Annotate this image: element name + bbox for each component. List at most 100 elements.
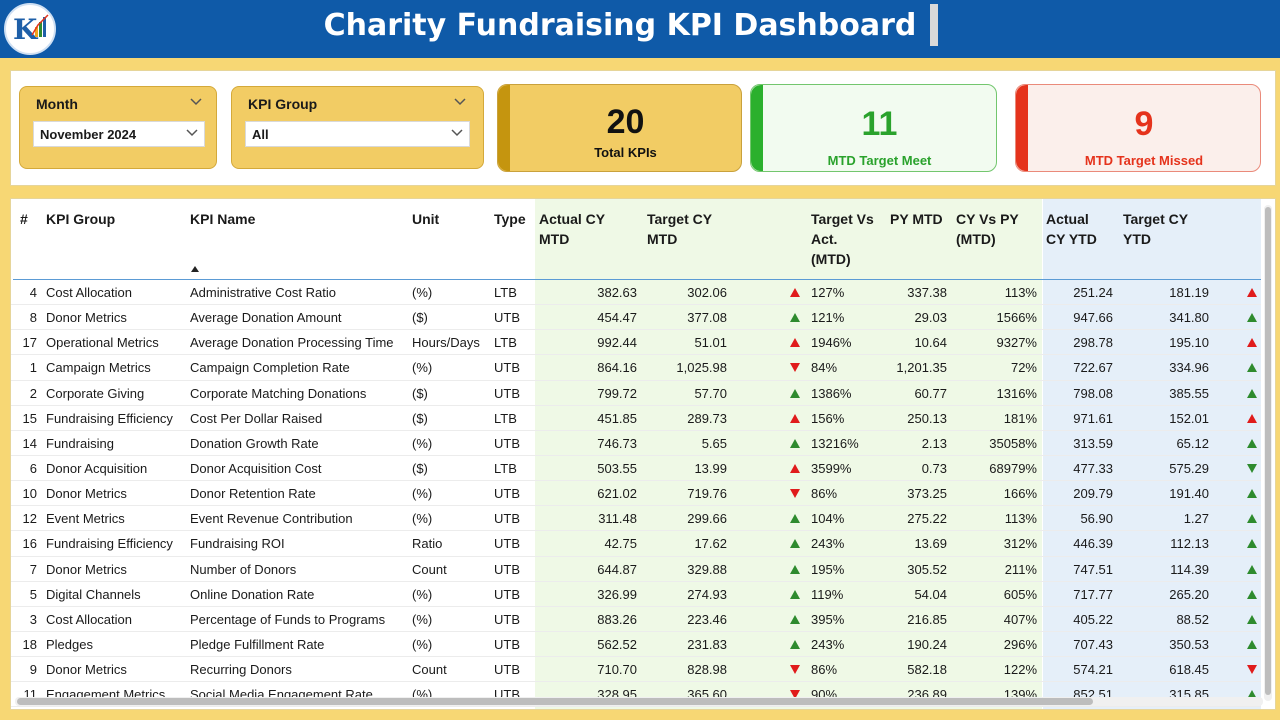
- col-header-target-mtd[interactable]: Target CY MTD: [647, 209, 712, 249]
- table-row[interactable]: 12 Event Metrics Event Revenue Contributio…: [11, 506, 1261, 532]
- triangle-up-icon: [790, 411, 800, 426]
- py-mtd-cell: 2.13: [921, 435, 947, 451]
- col-header-actual-ytd-line1: Actual: [1046, 211, 1089, 227]
- target-cy-mtd-cell: 274.93: [687, 586, 727, 602]
- cy-vs-py-cell: 122%: [1003, 662, 1037, 678]
- py-mtd-cell: 54.04: [914, 586, 947, 602]
- row-number: 9: [29, 662, 37, 678]
- table-row[interactable]: 2 Corporate Giving Corporate Matching Dona…: [11, 381, 1261, 406]
- col-header-actual-ytd[interactable]: Actual CY YTD: [1046, 209, 1097, 249]
- target-vs-act-cell: 395%: [811, 611, 845, 627]
- target-cy-ytd-cell: 1.27: [1183, 511, 1209, 527]
- table-row[interactable]: 8 Donor Metrics Average Donation Amount ($…: [11, 305, 1261, 331]
- sort-ascending-icon[interactable]: [191, 266, 199, 272]
- target-cy-mtd-cell: 13.99: [694, 460, 727, 476]
- card-accent: [1016, 85, 1028, 171]
- triangle-up-icon: [790, 511, 800, 526]
- table-row[interactable]: 7 Donor Metrics Number of Donors Count UTB 64…: [11, 557, 1261, 582]
- total-kpis-card: 20 Total KPIs: [497, 84, 742, 172]
- unit-cell: Count: [412, 561, 447, 577]
- col-header-group[interactable]: KPI Group: [46, 211, 116, 227]
- actual-cy-mtd-cell: 311.48: [598, 511, 637, 527]
- table-row[interactable]: 14 Fundraising Donation Growth Rate (%) UTB…: [11, 431, 1261, 456]
- triangle-up-icon: [790, 562, 800, 577]
- table-row[interactable]: 3 Cost Allocation Percentage of Funds to P…: [11, 607, 1261, 632]
- ytd-column-band: [1043, 199, 1261, 709]
- chevron-down-icon[interactable]: [454, 98, 466, 106]
- col-header-target-mtd-line2: MTD: [647, 231, 678, 247]
- cy-vs-py-cell: 407%: [1003, 611, 1037, 627]
- table-row[interactable]: 5 Digital Channels Online Donation Rate (%…: [11, 582, 1261, 607]
- actual-cy-mtd-cell: 326.99: [597, 586, 637, 602]
- actual-cy-ytd-cell: 446.39: [1073, 536, 1113, 552]
- card-accent: [751, 85, 763, 171]
- col-header-unit[interactable]: Unit: [412, 211, 440, 227]
- triangle-up-icon: [1247, 511, 1257, 526]
- cy-vs-py-cell: 181%: [1003, 410, 1037, 426]
- table-row[interactable]: 6 Donor Acquisition Donor Acquisition Cost…: [11, 456, 1261, 482]
- kpi-name-cell: Event Revenue Contribution: [190, 511, 353, 527]
- actual-cy-mtd-cell: 451.85: [597, 410, 637, 426]
- actual-cy-ytd-cell: 313.59: [1073, 435, 1113, 451]
- month-slicer[interactable]: Month November 2024: [19, 86, 217, 169]
- actual-cy-ytd-cell: 947.66: [1073, 310, 1113, 326]
- kpi-table: # KPI Group KPI Name Unit Type Actual CY…: [10, 198, 1276, 710]
- target-vs-act-cell: 84%: [811, 360, 838, 376]
- actual-cy-ytd-cell: 971.61: [1073, 410, 1113, 426]
- target-meet-card: 11 MTD Target Meet: [750, 84, 997, 172]
- table-row[interactable]: 16 Fundraising Efficiency Fundraising ROI R…: [11, 531, 1261, 557]
- kpi-group-cell: Campaign Metrics: [46, 360, 151, 376]
- dropdown-arrow-icon[interactable]: [186, 129, 198, 137]
- col-header-type[interactable]: Type: [494, 211, 526, 227]
- month-dropdown[interactable]: November 2024: [33, 121, 205, 147]
- horizontal-scroll-thumb[interactable]: [17, 698, 1093, 705]
- kpi-name-cell: Donor Acquisition Cost: [190, 460, 322, 476]
- target-meet-label: MTD Target Meet: [827, 153, 932, 168]
- col-header-py-mtd[interactable]: PY MTD: [890, 211, 943, 227]
- col-header-name[interactable]: KPI Name: [190, 211, 256, 227]
- horizontal-scrollbar[interactable]: [15, 697, 1263, 706]
- table-row[interactable]: 4 Cost Allocation Administrative Cost Rati…: [11, 280, 1261, 306]
- kpi-group-cell: Fundraising: [46, 435, 114, 451]
- col-header-cy-vs-py[interactable]: CY Vs PY (MTD): [956, 209, 1019, 249]
- actual-cy-mtd-cell: 710.70: [597, 662, 637, 678]
- kpi-group-dropdown[interactable]: All: [245, 121, 470, 147]
- cy-vs-py-cell: 113%: [1004, 285, 1037, 300]
- target-cy-mtd-cell: 51.01: [694, 335, 727, 351]
- py-mtd-cell: 305.52: [907, 561, 947, 577]
- unit-cell: (%): [412, 360, 433, 376]
- target-missed-value: 9: [1134, 105, 1154, 143]
- triangle-up-icon: [1247, 612, 1257, 627]
- dropdown-arrow-icon[interactable]: [451, 129, 463, 137]
- vertical-scroll-thumb[interactable]: [1265, 207, 1271, 695]
- actual-cy-mtd-cell: 621.02: [597, 486, 637, 502]
- table-row[interactable]: 18 Pledges Pledge Fulfillment Rate (%) UTB 5…: [11, 632, 1261, 658]
- col-header-target-vs-act[interactable]: Target Vs Act. (MTD): [811, 209, 874, 269]
- unit-cell: (%): [412, 486, 433, 502]
- table-row[interactable]: 10 Donor Metrics Donor Retention Rate (%) U…: [11, 481, 1261, 507]
- actual-cy-mtd-cell: 883.26: [597, 611, 637, 627]
- table-row[interactable]: 1 Campaign Metrics Campaign Completion Rat…: [11, 355, 1261, 381]
- py-mtd-cell: 0.73: [921, 460, 947, 476]
- table-row[interactable]: 17 Operational Metrics Average Donation Pr…: [11, 330, 1261, 356]
- col-header-target-ytd[interactable]: Target CY YTD: [1123, 209, 1188, 249]
- kpi-group-cell: Donor Metrics: [46, 310, 127, 326]
- kpi-name-cell: Cost Per Dollar Raised: [190, 410, 323, 426]
- type-cell: UTB: [494, 611, 520, 627]
- table-row[interactable]: 15 Fundraising Efficiency Cost Per Dollar …: [11, 406, 1261, 431]
- triangle-up-icon: [790, 335, 800, 350]
- chevron-down-icon[interactable]: [190, 98, 202, 106]
- row-number: 15: [22, 410, 37, 426]
- type-cell: LTB: [494, 410, 517, 426]
- target-cy-mtd-cell: 223.46: [687, 611, 727, 627]
- type-cell: UTB: [494, 511, 520, 527]
- vertical-scrollbar[interactable]: [1264, 205, 1272, 701]
- table-row[interactable]: 9 Donor Metrics Recurring Donors Count UTB 71…: [11, 657, 1261, 683]
- col-header-actual-mtd[interactable]: Actual CY MTD: [539, 209, 605, 249]
- col-header-num[interactable]: #: [20, 211, 28, 227]
- kpi-group-slicer[interactable]: KPI Group All: [231, 86, 484, 169]
- kpi-group-cell: Donor Metrics: [46, 561, 127, 577]
- target-meet-value: 11: [861, 105, 898, 143]
- triangle-down-icon: [790, 486, 800, 501]
- py-mtd-cell: 582.18: [907, 662, 947, 678]
